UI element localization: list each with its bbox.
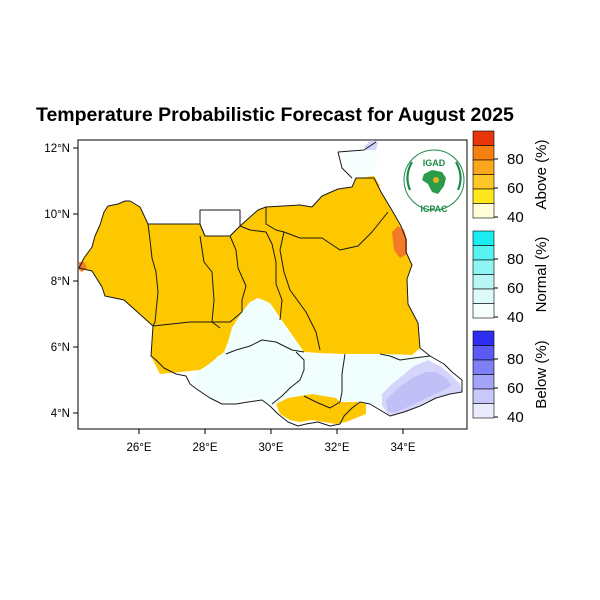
- legend-title: Below (%): [533, 340, 550, 408]
- legend-group-normal: 80 60 40 Normal (%): [472, 230, 550, 326]
- state-line-2: [199, 235, 221, 329]
- abyei-area: [199, 209, 241, 237]
- legend-tick-label: 80: [507, 251, 524, 268]
- legend-swatch: [472, 345, 495, 361]
- laurel-left: [406, 161, 413, 191]
- x-tick-28e: 28°E: [192, 442, 217, 454]
- state-boundaries: [78, 141, 463, 427]
- state-line-7: [279, 231, 321, 351]
- legend-tick-label: 60: [507, 180, 524, 197]
- normal-region-central: [192, 298, 448, 415]
- legend-swatch: [472, 145, 495, 161]
- logo-igad-text: IGAD: [423, 158, 446, 168]
- north-boundary-pocket: [337, 141, 377, 179]
- state-line-8: [271, 351, 305, 405]
- map-fill-layer: [78, 140, 463, 427]
- legend-swatch: [472, 288, 495, 304]
- icpac-logo: IGAD ICPAC: [403, 149, 465, 214]
- legend-swatch: [472, 230, 495, 246]
- legend-tick-label: 40: [507, 209, 524, 226]
- y-tick-8n: 8°N: [51, 276, 70, 288]
- x-tick-34e: 34°E: [390, 442, 415, 454]
- map-title: Temperature Probabilistic Forecast for A…: [36, 104, 514, 126]
- legend-swatch: [472, 203, 495, 219]
- state-line-10: [339, 353, 346, 403]
- legend-swatch: [472, 245, 495, 261]
- legend-tick-label: 60: [507, 380, 524, 397]
- legend-tick-label: 60: [507, 280, 524, 297]
- state-line-5: [239, 225, 283, 321]
- above-normal-high-east: [392, 226, 407, 258]
- laurel-right: [455, 161, 462, 191]
- legend-tick-label: 80: [507, 351, 524, 368]
- above-normal-region-northeast: [352, 176, 380, 190]
- legend-title: Normal (%): [533, 237, 550, 313]
- legend-swatch: [472, 259, 495, 275]
- state-line-11: [379, 353, 431, 361]
- legend-title: Above (%): [533, 139, 550, 209]
- state-line-4: [229, 235, 247, 312]
- legend-group-below: 80 60 40 Below (%): [472, 330, 550, 426]
- y-axis: 12°N 10°N 8°N 6°N 4°N: [44, 143, 78, 420]
- y-tick-4n: 4°N: [51, 408, 70, 420]
- legend-swatch: [472, 330, 495, 346]
- logo-icpac-text: ICPAC: [420, 204, 448, 214]
- state-line-12: [303, 395, 341, 409]
- legend-tick-label: 40: [507, 409, 524, 426]
- state-line-1: [147, 223, 159, 327]
- x-tick-30e: 30°E: [258, 442, 283, 454]
- legend-swatch: [472, 274, 495, 290]
- legend-swatch: [472, 403, 495, 419]
- legend-swatch: [472, 388, 495, 404]
- legend-tick-label: 40: [507, 309, 524, 326]
- normal-region-north: [342, 146, 378, 176]
- state-line-6: [265, 207, 389, 251]
- legend-swatch: [472, 174, 495, 190]
- legend-group-above: 80 60 40 Above (%): [472, 130, 550, 226]
- legend-swatch: [472, 130, 495, 146]
- state-line-9: [225, 339, 305, 355]
- legend-tick-label: 80: [507, 151, 524, 168]
- legend-swatch: [472, 188, 495, 204]
- x-tick-26e: 26°E: [126, 442, 151, 454]
- y-tick-6n: 6°N: [51, 342, 70, 354]
- state-line-3: [152, 311, 243, 327]
- y-tick-12n: 12°N: [44, 143, 70, 155]
- below-normal-region-east-strong: [386, 372, 452, 412]
- x-tick-32e: 32°E: [324, 442, 349, 454]
- legend-swatch: [472, 159, 495, 175]
- y-tick-10n: 10°N: [44, 209, 70, 221]
- legend-swatch: [472, 303, 495, 319]
- legend: 80 60 40 Above (%) 80 60 40 Normal (%) 80 60 40 Bel…: [472, 130, 550, 426]
- legend-swatch: [472, 374, 495, 390]
- x-axis: 26°E 28°E 30°E 32°E 34°E: [126, 429, 416, 454]
- legend-swatch: [472, 359, 495, 375]
